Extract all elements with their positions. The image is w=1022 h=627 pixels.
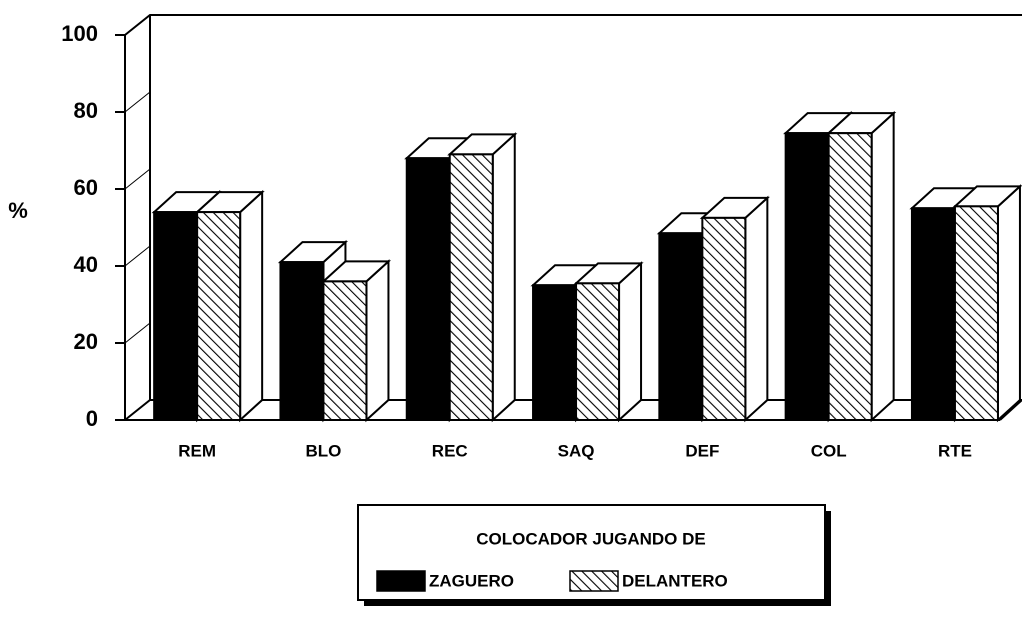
bar [658,232,704,421]
bar [701,216,747,421]
bar [784,132,830,422]
wall-tick [124,399,151,421]
x-tick-label: BLO [306,441,342,460]
bar [196,211,242,421]
legend-swatch [376,570,426,592]
bar-side [744,195,769,423]
bar-side [870,110,895,423]
bar [322,280,368,421]
bar [953,205,999,421]
x-tick-label: RTE [938,441,972,460]
wall-tick [124,245,151,267]
wall-tick [124,14,151,36]
legend-label: ZAGUERO [429,571,514,590]
bar-side [618,261,643,423]
x-tick-label: REC [432,441,468,460]
bar [532,284,578,421]
bar [448,153,494,421]
bar [575,282,621,422]
wall-tick [124,322,151,344]
bar-side [996,184,1021,423]
x-tick-label: DEF [685,441,719,460]
y-tick-label: 20 [74,329,98,354]
y-axis-label: % [8,198,28,223]
y-tick-label: 0 [86,406,98,431]
bar [910,207,956,421]
bar [405,157,451,421]
x-tick-label: SAQ [558,441,595,460]
bar-side [239,189,264,423]
bar [279,261,325,421]
x-tick-label: REM [178,441,216,460]
legend-title: COLOCADOR JUGANDO DE [476,529,706,548]
wall-tick [124,91,151,113]
bar-side [491,132,516,423]
legend-swatch [569,570,619,592]
bar [153,211,199,421]
y-tick-label: 80 [74,98,98,123]
y-tick-label: 40 [74,252,98,277]
y-tick-label: 60 [74,175,98,200]
bar [827,132,873,422]
legend-label: DELANTERO [622,571,728,590]
y-tick-label: 100 [61,21,98,46]
x-tick-label: COL [811,441,847,460]
wall-tick [124,168,151,190]
bar-side [365,259,390,423]
